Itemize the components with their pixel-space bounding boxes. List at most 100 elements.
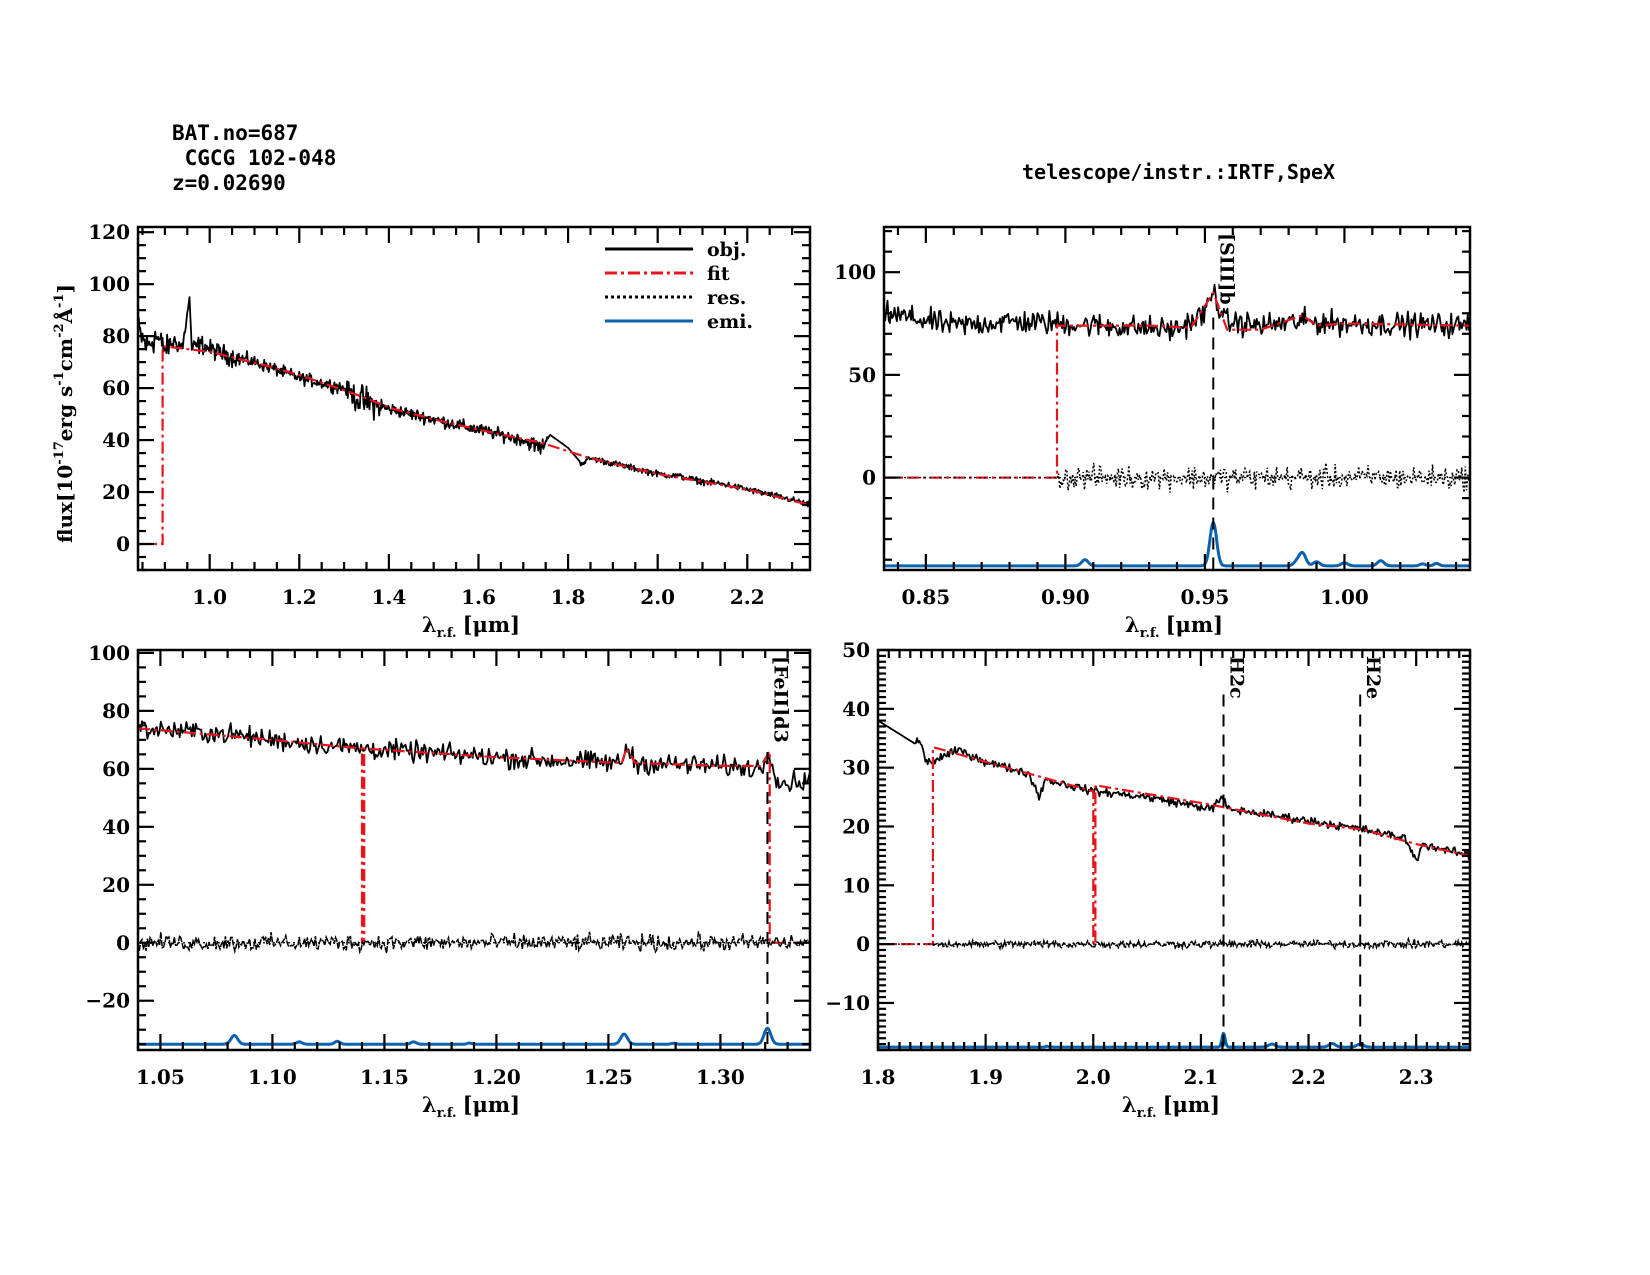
x-tick-label: 2.3 — [1399, 1065, 1434, 1089]
x-tick-label: 2.0 — [1076, 1065, 1111, 1089]
obj-spectrum-line — [884, 283, 1470, 342]
y-axis-label-part: flux[10 — [53, 465, 77, 543]
redshift-label: z=0.02690 — [172, 171, 286, 195]
spectral-line-label: H2c — [1226, 656, 1248, 699]
y-tick-label: −20 — [85, 989, 130, 1013]
y-tick-label: 20 — [842, 814, 870, 838]
x-axis-label-symbol: λ — [422, 1092, 437, 1117]
y-tick-label: 100 — [88, 272, 130, 296]
x-tick-label: 2.0 — [640, 585, 675, 609]
object-name-label: CGCG 102-048 — [172, 146, 337, 170]
residual-line — [931, 936, 1470, 951]
x-tick-label: 1.05 — [136, 1065, 185, 1089]
x-tick-label: 1.2 — [282, 585, 317, 609]
y-tick-label: 80 — [102, 699, 130, 723]
legend-label-res: res. — [707, 287, 746, 309]
y-tick-label: 20 — [102, 480, 130, 504]
x-tick-label: 1.9 — [968, 1065, 1003, 1089]
legend-label-emi: emi. — [707, 311, 753, 333]
x-tick-label: 0.90 — [1041, 585, 1090, 609]
x-axis-label-symbol: λ — [1125, 612, 1140, 637]
chart-panel-4: H2c H2e 1.8 1.9 2.0 2.1 2.2 2.3 −10 0 10 20 30 40 50 λr… — [825, 638, 1472, 1121]
x-axis-label-unit: [μm] — [463, 612, 520, 637]
x-axis-label: λr.f. [μm] — [422, 1092, 520, 1121]
plot-frame — [876, 648, 1472, 1052]
x-axis-label-unit: [μm] — [1166, 612, 1223, 637]
x-axis-label-unit: [μm] — [463, 1092, 520, 1117]
y-tick-label: 120 — [88, 220, 130, 244]
emission-line — [138, 1026, 810, 1046]
y-tick-label: 10 — [842, 873, 870, 897]
x-axis-label-subscript: r.f. — [437, 1106, 457, 1121]
fit-line — [138, 345, 810, 546]
x-tick-label: 1.10 — [248, 1065, 297, 1089]
y-axis-label-part: cm — [53, 338, 77, 371]
x-axis-label-symbol: λ — [422, 612, 437, 637]
y-tick-label: 100 — [88, 641, 130, 665]
y-axis-label-part: Å — [53, 307, 77, 324]
spectral-line-label: [SIII]b — [1215, 233, 1237, 305]
x-tick-label: 1.4 — [371, 585, 406, 609]
plot-frame — [136, 225, 812, 572]
y-axis-label-part: ] — [53, 284, 77, 293]
y-tick-label: 40 — [102, 428, 130, 452]
x-tick-label: 0.85 — [901, 585, 950, 609]
x-axis-label-subscript: r.f. — [1137, 1106, 1157, 1121]
x-axis-label: λr.f. [μm] — [1122, 1092, 1220, 1121]
plot-area — [878, 719, 1470, 1049]
telescope-label: telescope/instr.:IRTF,SpeX — [1022, 160, 1336, 184]
x-tick-label: 1.00 — [1320, 585, 1369, 609]
y-tick-label: 0 — [116, 532, 130, 556]
y-tick-label: 60 — [102, 757, 130, 781]
y-axis-label-part: erg s — [53, 386, 77, 441]
spectral-line-label: [FeII]d3 — [769, 656, 791, 743]
obj-spectrum-line — [878, 719, 1470, 862]
fit-line — [878, 745, 1470, 946]
x-axis-label: λr.f. [μm] — [422, 612, 520, 641]
y-tick-label: 60 — [102, 376, 130, 400]
plot-frame — [136, 648, 812, 1052]
y-tick-label: 40 — [102, 815, 130, 839]
x-tick-label: 2.2 — [1291, 1065, 1326, 1089]
plot-area — [884, 283, 1470, 568]
x-tick-label: 1.30 — [696, 1065, 745, 1089]
chart-panel-1: 1.0 1.2 1.4 1.6 1.8 2.0 2.2 0 20 40 60 80 100 120 λr.f… — [88, 220, 812, 641]
x-tick-label: 1.6 — [461, 585, 496, 609]
chart-panel-3: [FeII]d3 1.05 1.10 1.15 1.20 1.25 1.30 −20 0 20 40… — [85, 641, 812, 1121]
y-tick-label: 100 — [834, 260, 876, 284]
y-tick-label: 20 — [102, 873, 130, 897]
x-axis-label-subscript: r.f. — [1140, 626, 1160, 641]
emission-line — [878, 1031, 1470, 1049]
x-tick-label: 1.25 — [584, 1065, 633, 1089]
x-axis-label: λr.f. [μm] — [1125, 612, 1223, 641]
spectral-line-label: H2e — [1362, 656, 1384, 699]
legend-label-obj: obj. — [707, 239, 746, 261]
object-id-label: BAT.no=687 — [172, 121, 299, 145]
y-axis-label-exponent: -1 — [52, 371, 67, 385]
y-axis-label-exponent: -17 — [52, 441, 67, 465]
x-tick-label: 1.20 — [472, 1065, 521, 1089]
obj-spectrum-line — [138, 720, 810, 792]
x-axis-label-unit: [μm] — [1163, 1092, 1220, 1117]
y-tick-label: 0 — [116, 931, 130, 955]
y-tick-label: 0 — [862, 466, 876, 490]
x-axis-label-subscript: r.f. — [437, 626, 457, 641]
legend-label-fit: fit — [707, 263, 730, 285]
y-tick-label: 80 — [102, 324, 130, 348]
plot-frame — [882, 225, 1472, 572]
y-axis-label: flux[10-17erg s-1cm-2Å-1] — [52, 284, 77, 543]
x-tick-label: 0.95 — [1181, 585, 1230, 609]
y-tick-label: 40 — [842, 697, 870, 721]
plot-area — [138, 720, 810, 1046]
x-tick-label: 1.8 — [551, 585, 586, 609]
y-axis-label-exponent: -2 — [52, 323, 67, 337]
plot-area — [138, 296, 810, 546]
x-tick-label: 2.1 — [1184, 1065, 1219, 1089]
obj-spectrum-line — [138, 296, 810, 508]
chart-panel-2: [SIII]b 0.85 0.90 0.95 1.00 0 50 100 λr.f. [μm] — [834, 225, 1472, 641]
residual-line — [138, 930, 810, 955]
y-axis-label-exponent: -1 — [52, 293, 67, 307]
y-tick-label: 0 — [856, 932, 870, 956]
